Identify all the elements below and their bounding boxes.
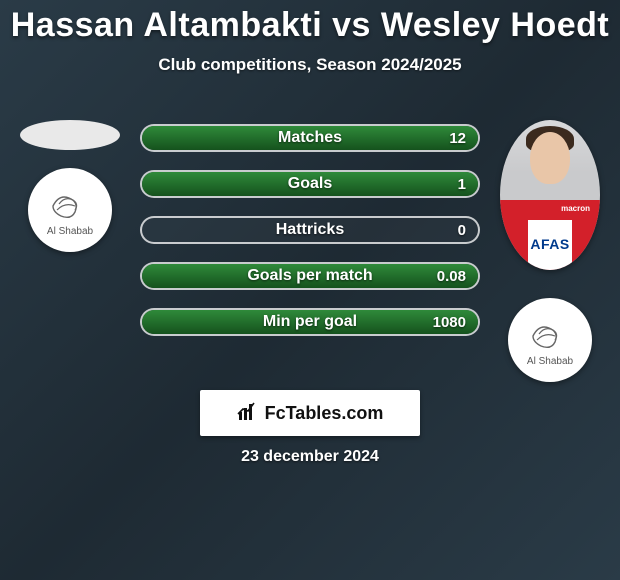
stat-row: Goals1: [140, 170, 480, 198]
right-player-column: macron AFAS Al Shabab: [490, 120, 610, 382]
player2-photo: macron AFAS: [500, 120, 600, 270]
stat-row: Matches12: [140, 124, 480, 152]
stat-label: Min per goal: [142, 310, 478, 334]
branding-text: FcTables.com: [265, 403, 384, 424]
player2-club-badge: Al Shabab: [508, 298, 592, 382]
alshabab-logo-icon: Al Shabab: [525, 314, 575, 367]
alshabab-logo-icon: Al Shabab: [45, 184, 95, 237]
stat-value-right: 0.08: [437, 264, 466, 288]
left-player-column: Al Shabab: [10, 120, 130, 252]
stat-label: Goals per match: [142, 264, 478, 288]
stat-value-right: 1: [458, 172, 466, 196]
stat-row: Goals per match0.08: [140, 262, 480, 290]
stats-table: Matches12 Goals1 Hattricks0 Goals per match…: [140, 124, 480, 354]
stat-label: Goals: [142, 172, 478, 196]
stat-label: Hattricks: [142, 218, 478, 242]
stat-row: Min per goal1080: [140, 308, 480, 336]
stat-label: Matches: [142, 126, 478, 150]
chart-icon: [237, 400, 259, 427]
footer-date: 23 december 2024: [0, 448, 620, 466]
club-name-text: Al Shabab: [45, 227, 95, 237]
branding-box: FcTables.com: [200, 390, 420, 436]
sponsor-small-text: macron: [561, 204, 590, 213]
jersey-sponsor-text: AFAS: [500, 236, 600, 252]
club-name-text: Al Shabab: [525, 357, 575, 367]
stat-value-right: 1080: [433, 310, 466, 334]
stat-row: Hattricks0: [140, 216, 480, 244]
stat-value-right: 0: [458, 218, 466, 242]
page-title: Hassan Altambakti vs Wesley Hoedt: [0, 0, 620, 45]
page-subtitle: Club competitions, Season 2024/2025: [0, 55, 620, 75]
player1-club-badge: Al Shabab: [28, 168, 112, 252]
stat-value-right: 12: [449, 126, 466, 150]
player1-silhouette: [20, 120, 120, 150]
